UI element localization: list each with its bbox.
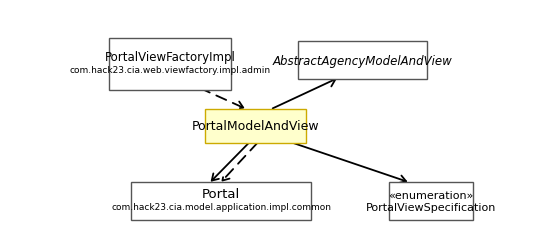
FancyBboxPatch shape (131, 182, 311, 220)
FancyBboxPatch shape (109, 39, 231, 91)
Text: AbstractAgencyModelAndView: AbstractAgencyModelAndView (273, 54, 452, 67)
Text: com.hack23.cia.model.application.impl.common: com.hack23.cia.model.application.impl.co… (111, 202, 331, 211)
FancyBboxPatch shape (299, 42, 427, 80)
FancyBboxPatch shape (389, 182, 473, 220)
Text: PortalModelAndView: PortalModelAndView (192, 120, 320, 133)
FancyBboxPatch shape (205, 110, 306, 143)
Text: Portal: Portal (202, 187, 241, 200)
Text: com.hack23.cia.web.viewfactory.impl.admin: com.hack23.cia.web.viewfactory.impl.admi… (69, 66, 270, 75)
Text: PortalViewFactoryImpl: PortalViewFactoryImpl (105, 50, 235, 64)
Text: «enumeration»
PortalViewSpecification: «enumeration» PortalViewSpecification (366, 190, 497, 212)
